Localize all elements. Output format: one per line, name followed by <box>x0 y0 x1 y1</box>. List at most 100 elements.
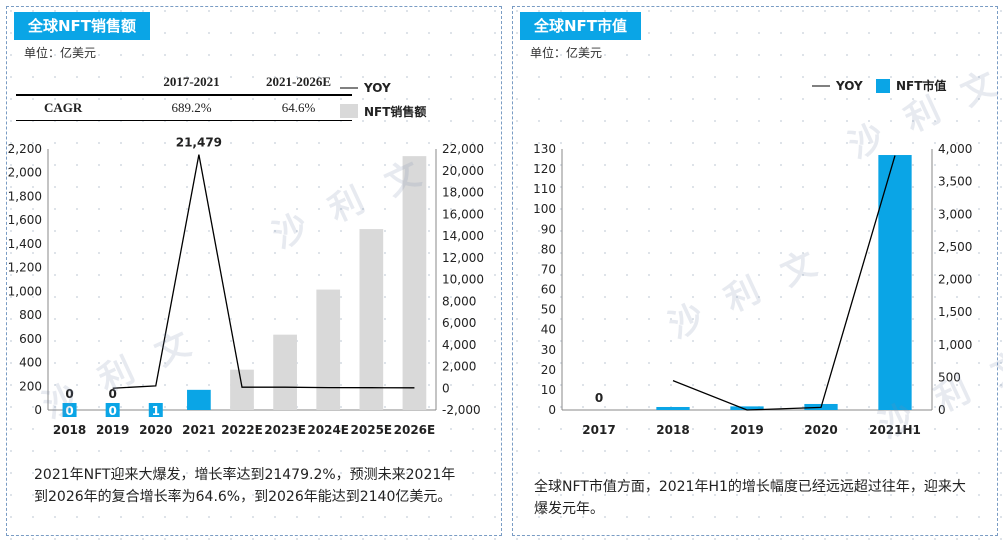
y-right-tick-label: 4,000 <box>938 142 972 156</box>
x-tick-label: 2017 <box>582 423 615 437</box>
y-right-tick-label: 12,000 <box>442 251 484 265</box>
y-left-tick-label: 20 <box>541 363 556 377</box>
y-right-tick-label: 500 <box>938 370 961 384</box>
y-right-tick-label: 6,000 <box>442 316 476 330</box>
y-left-tick-label: 2,200 <box>8 142 42 156</box>
data-label: 0 <box>65 387 73 401</box>
y-right-tick-label: 20,000 <box>442 164 484 178</box>
x-tick-label: 2019 <box>730 423 763 437</box>
yoy-line <box>112 154 415 389</box>
y-right-tick-label: 4,000 <box>442 338 476 352</box>
y-left-tick-label: 90 <box>541 222 556 236</box>
y-right-tick-label: 16,000 <box>442 207 484 221</box>
bar <box>730 406 764 410</box>
bar <box>230 369 254 410</box>
y-right-tick-label: 14,000 <box>442 229 484 243</box>
legend-bar-swatch <box>340 104 358 118</box>
bar <box>878 155 912 410</box>
y-right-tick-label: 2,500 <box>938 240 972 254</box>
data-label-box <box>62 403 77 417</box>
y-right-tick-label: 10,000 <box>442 273 484 287</box>
y-left-tick-label: 600 <box>19 332 42 346</box>
x-tick-label: 2023E <box>264 423 306 437</box>
legend-label: YOY <box>363 81 391 95</box>
cagr-value-row: CAGR 689.2% 64.6% <box>16 95 352 121</box>
y-left-tick-label: 1,600 <box>8 213 42 227</box>
y-right-tick-label: -2,000 <box>442 403 481 417</box>
bar <box>316 289 341 410</box>
market-cap-panel-frame <box>512 6 998 536</box>
x-tick-label: 2020 <box>804 423 837 437</box>
y-right-tick-label: 1,000 <box>938 338 972 352</box>
x-tick-label: 2018 <box>656 423 689 437</box>
y-right-tick-label: 3,000 <box>938 207 972 221</box>
y-right-tick-label: 18,000 <box>442 186 484 200</box>
x-tick-label: 2022E <box>221 423 263 437</box>
sales-chart: 2,200 2,000 1,800 1,600 1,400 1,200 1,000 800 60… <box>8 81 484 437</box>
data-label: 1 <box>152 404 160 418</box>
y-right-tick-label: 22,000 <box>442 142 484 156</box>
y-left-tick-label: 70 <box>541 262 556 276</box>
x-tick-label: 2019 <box>96 423 129 437</box>
y-left-tick-label: 60 <box>541 283 556 297</box>
sales-unit-label: 单位：亿美元 <box>24 46 97 60</box>
cagr-col1-header: 2017-2021 <box>163 74 220 89</box>
x-tick-label: 2021 <box>182 423 215 437</box>
x-tick-label: 2026E <box>394 423 436 437</box>
y-left-tick-label: 0 <box>34 403 42 417</box>
cagr-value-2: 64.6% <box>281 100 316 115</box>
market-cap-panel: 全球NFT市值 单位：亿美元 130 120 110 100 90 80 70 60 50 40 3… <box>512 6 1003 536</box>
cagr-header-row: 2017-2021 2021-2026E <box>16 70 352 95</box>
y-left-tick-label: 1,200 <box>8 261 42 275</box>
cagr-table: 2017-2021 2021-2026E CAGR 689.2% 64.6% <box>16 70 352 121</box>
market-cap-chart: 13012011010090807060504030201004,0003,50… <box>533 78 972 437</box>
legend-label: NFT销售额 <box>364 104 426 119</box>
y-left-tick-label: 200 <box>19 379 42 393</box>
y-right-tick-label: 3,500 <box>938 175 972 189</box>
y-left-tick-label: 0 <box>548 403 556 417</box>
sales-note: 2021年NFT迎来大爆发，增长率达到21479.2%，预测未来2021年到20… <box>34 467 456 505</box>
y-left-tick-label: 110 <box>533 182 556 196</box>
x-tick-label: 2021H1 <box>869 423 921 437</box>
cagr-row-label: CAGR <box>44 100 83 115</box>
y-left-tick-label: 130 <box>533 142 556 156</box>
yoy-line <box>672 155 896 411</box>
y-left-tick-label: 50 <box>541 303 556 317</box>
y-left-tick-label: 800 <box>19 308 42 322</box>
data-label: 0 <box>65 404 73 418</box>
data-label: 0 <box>595 391 603 405</box>
x-tick-label: 2024E <box>307 423 349 437</box>
y-left-tick-label: 30 <box>541 343 556 357</box>
y-right-tick-label: 1,500 <box>938 305 972 319</box>
y-right-tick-label: 0 <box>938 403 946 417</box>
y-left-tick-label: 1,400 <box>8 237 42 251</box>
data-label: 0 <box>108 404 116 418</box>
y-right-tick-label: 2,000 <box>938 273 972 287</box>
y-right-tick-label: 8,000 <box>442 294 476 308</box>
y-left-tick-label: 120 <box>533 162 556 176</box>
y-left-tick-label: 10 <box>541 383 556 397</box>
y-left-tick-label: 80 <box>541 242 556 256</box>
x-tick-label: 2020 <box>139 423 172 437</box>
y-left-tick-label: 40 <box>541 323 556 337</box>
y-left-tick-label: 100 <box>533 202 556 216</box>
market-cap-note: 全球NFT市值方面，2021年H1的增长幅度已经远远超过往年，迎来大爆发元年。 <box>534 479 966 517</box>
bar <box>402 156 427 410</box>
data-label-box <box>148 403 163 417</box>
bar <box>187 389 211 410</box>
sales-panel-title: 全球NFT销售额 <box>14 12 151 40</box>
y-left-tick-label: 2,000 <box>8 166 42 180</box>
data-label-box <box>105 403 120 417</box>
cagr-value-1: 689.2% <box>171 100 212 115</box>
market-cap-unit-label: 单位：亿美元 <box>530 46 603 60</box>
x-tick-label: 2025E <box>351 423 393 437</box>
y-left-tick-label: 400 <box>19 356 42 370</box>
bar <box>359 229 384 410</box>
y-right-tick-label: 0 <box>442 381 450 395</box>
y-right-tick-label: 2,000 <box>442 360 476 374</box>
legend-label: YOY <box>835 79 863 93</box>
market-cap-panel-title: 全球NFT市值 <box>520 12 642 40</box>
sales-panel: 全球NFT销售额 单位：亿美元 2017-2021 2021-2026E CAG… <box>6 6 502 536</box>
bar <box>273 334 297 410</box>
cagr-col2-header: 2021-2026E <box>266 74 331 89</box>
